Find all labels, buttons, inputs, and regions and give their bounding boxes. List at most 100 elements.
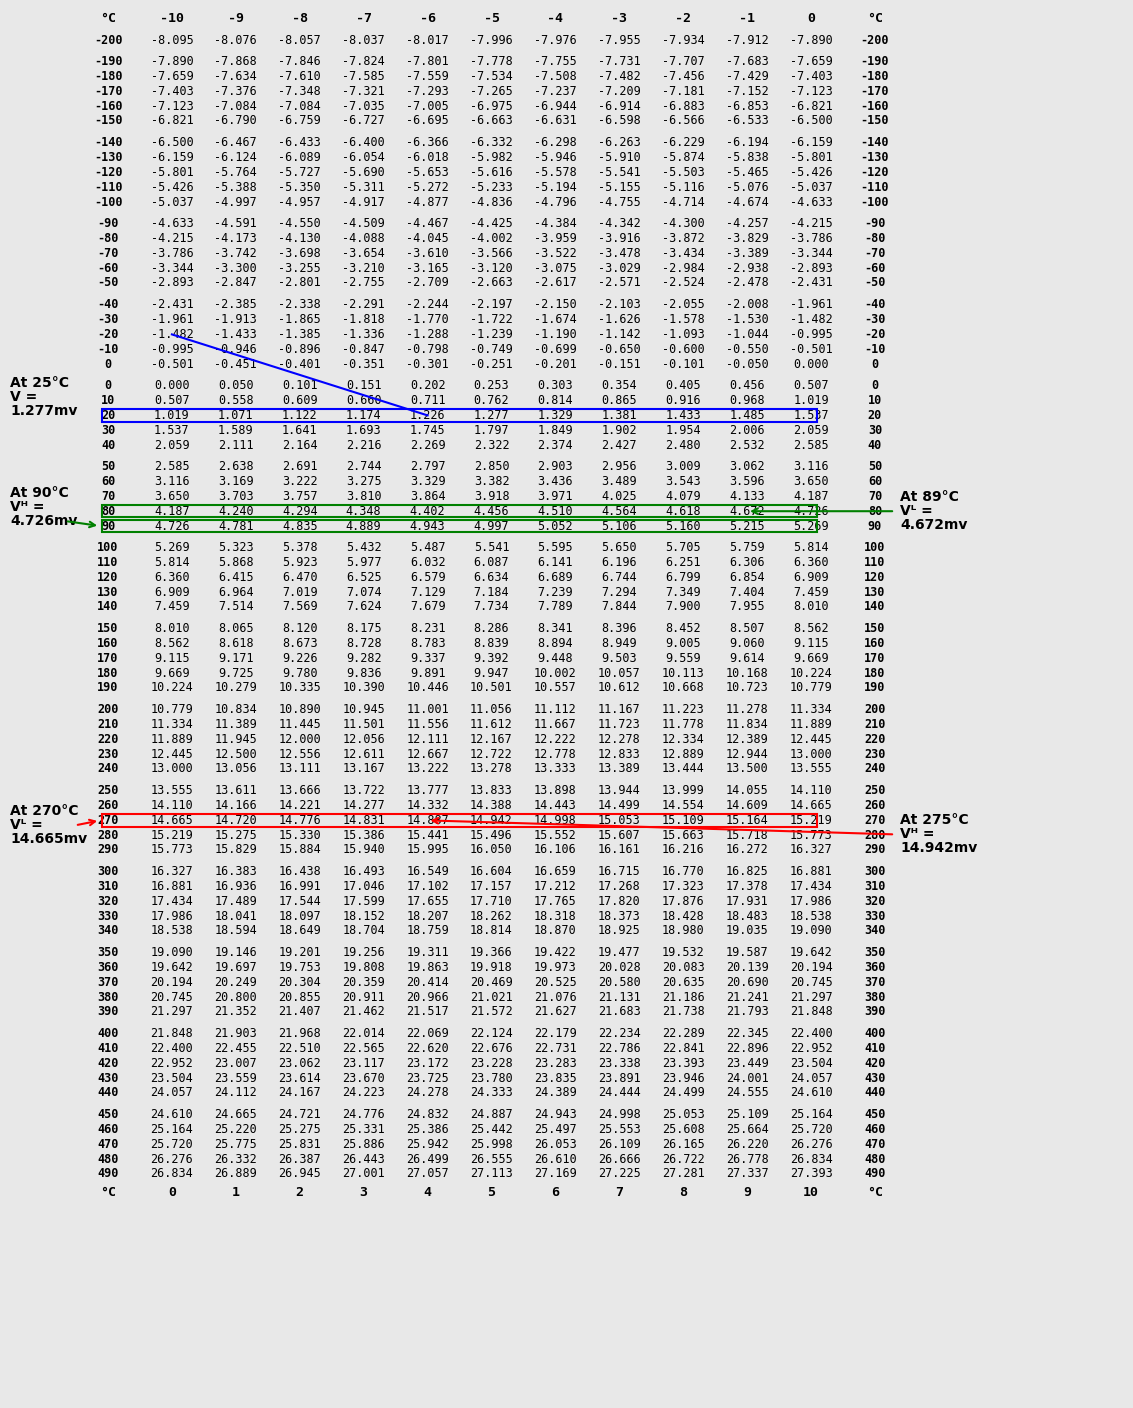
Text: -6.695: -6.695	[407, 114, 449, 128]
Text: -10: -10	[160, 11, 184, 24]
Text: 1.797: 1.797	[474, 424, 510, 436]
Text: -2.431: -2.431	[790, 276, 833, 290]
Text: 1.485: 1.485	[730, 408, 765, 422]
Text: 19.201: 19.201	[279, 946, 321, 959]
Text: 190: 190	[864, 681, 886, 694]
Text: -10: -10	[97, 342, 119, 356]
Text: -1.482: -1.482	[151, 328, 194, 341]
Text: 11.112: 11.112	[534, 704, 577, 717]
Text: 8.839: 8.839	[474, 636, 510, 650]
Text: 4.456: 4.456	[474, 504, 510, 518]
Text: 18.097: 18.097	[279, 910, 321, 922]
Text: 10.612: 10.612	[598, 681, 640, 694]
Text: 2.585: 2.585	[154, 460, 189, 473]
Text: 13.000: 13.000	[790, 748, 833, 760]
Text: -0.501: -0.501	[151, 358, 194, 370]
Text: 25.886: 25.886	[342, 1138, 385, 1150]
Text: 10.002: 10.002	[534, 667, 577, 680]
Text: -4.467: -4.467	[407, 217, 449, 231]
Text: 170: 170	[97, 652, 119, 665]
Text: 0.456: 0.456	[730, 379, 765, 393]
Text: 6.251: 6.251	[665, 556, 701, 569]
Text: 1.122: 1.122	[282, 408, 317, 422]
Text: 1.019: 1.019	[793, 394, 829, 407]
Text: 16.327: 16.327	[151, 866, 194, 879]
Text: -4.796: -4.796	[534, 196, 577, 208]
Text: -7.293: -7.293	[407, 84, 449, 99]
Text: -5.838: -5.838	[726, 151, 768, 165]
Text: -4.215: -4.215	[151, 232, 194, 245]
Text: -1.578: -1.578	[662, 313, 705, 327]
Text: At 25°C: At 25°C	[10, 376, 69, 390]
Text: 15.275: 15.275	[214, 829, 257, 842]
Text: -1.961: -1.961	[790, 298, 833, 311]
Text: 30: 30	[868, 424, 883, 436]
Text: -3.654: -3.654	[342, 246, 385, 260]
Text: 3.650: 3.650	[793, 474, 829, 489]
Text: 15.219: 15.219	[790, 814, 833, 826]
Text: 9.005: 9.005	[665, 636, 701, 650]
Text: -7.005: -7.005	[407, 100, 449, 113]
Text: 20.690: 20.690	[726, 976, 768, 988]
Text: 4.240: 4.240	[218, 504, 254, 518]
Text: 7.129: 7.129	[410, 586, 445, 598]
Text: 6.964: 6.964	[218, 586, 254, 598]
Text: 1.277: 1.277	[474, 408, 510, 422]
Text: -6.400: -6.400	[342, 137, 385, 149]
Text: 11.612: 11.612	[470, 718, 513, 731]
Text: -20: -20	[97, 328, 119, 341]
Text: -7.846: -7.846	[279, 55, 321, 69]
Text: 26.610: 26.610	[534, 1153, 577, 1166]
Text: 7.844: 7.844	[602, 600, 637, 614]
Text: 180: 180	[97, 667, 119, 680]
Text: 16.604: 16.604	[470, 866, 513, 879]
Text: -4.002: -4.002	[470, 232, 513, 245]
Text: 14.887: 14.887	[407, 814, 449, 826]
Text: 4.402: 4.402	[410, 504, 445, 518]
Text: 8.562: 8.562	[793, 622, 829, 635]
Text: 23.007: 23.007	[214, 1057, 257, 1070]
Text: -6.663: -6.663	[470, 114, 513, 128]
Text: 22.179: 22.179	[534, 1028, 577, 1041]
Text: -2.338: -2.338	[279, 298, 321, 311]
Text: -3.300: -3.300	[214, 262, 257, 275]
Text: -6.433: -6.433	[279, 137, 321, 149]
Text: 2.269: 2.269	[410, 438, 445, 452]
Text: -7.152: -7.152	[726, 84, 768, 99]
Text: 13.222: 13.222	[407, 763, 449, 776]
Text: -3.434: -3.434	[662, 246, 705, 260]
Text: -3.344: -3.344	[151, 262, 194, 275]
Text: 17.102: 17.102	[407, 880, 449, 893]
Text: 8.065: 8.065	[218, 622, 254, 635]
Text: -5.076: -5.076	[726, 180, 768, 194]
Text: 21.848: 21.848	[790, 1005, 833, 1018]
Text: 7.239: 7.239	[537, 586, 573, 598]
Text: -20: -20	[864, 328, 886, 341]
Text: 3.703: 3.703	[218, 490, 254, 503]
Text: 50: 50	[101, 460, 116, 473]
Text: -140: -140	[94, 137, 122, 149]
Text: 22.289: 22.289	[662, 1028, 705, 1041]
Text: 4.133: 4.133	[730, 490, 765, 503]
Text: -110: -110	[94, 180, 122, 194]
Text: 490: 490	[864, 1167, 886, 1180]
Text: 0: 0	[871, 358, 878, 370]
Text: 20.083: 20.083	[662, 962, 705, 974]
Text: 3.918: 3.918	[474, 490, 510, 503]
Text: -0.550: -0.550	[726, 342, 768, 356]
Text: 390: 390	[97, 1005, 119, 1018]
Text: 1: 1	[232, 1187, 240, 1200]
Text: 3.116: 3.116	[154, 474, 189, 489]
Text: 15.496: 15.496	[470, 829, 513, 842]
Text: -1.818: -1.818	[342, 313, 385, 327]
Text: 24.776: 24.776	[342, 1108, 385, 1121]
Text: 6.854: 6.854	[730, 570, 765, 584]
Text: 17.544: 17.544	[279, 895, 321, 908]
Text: -6.727: -6.727	[342, 114, 385, 128]
Text: 20: 20	[868, 408, 883, 422]
Text: 16.383: 16.383	[214, 866, 257, 879]
Text: 3.757: 3.757	[282, 490, 317, 503]
Text: 2.585: 2.585	[793, 438, 829, 452]
Text: 3.222: 3.222	[282, 474, 317, 489]
Text: -2.847: -2.847	[214, 276, 257, 290]
